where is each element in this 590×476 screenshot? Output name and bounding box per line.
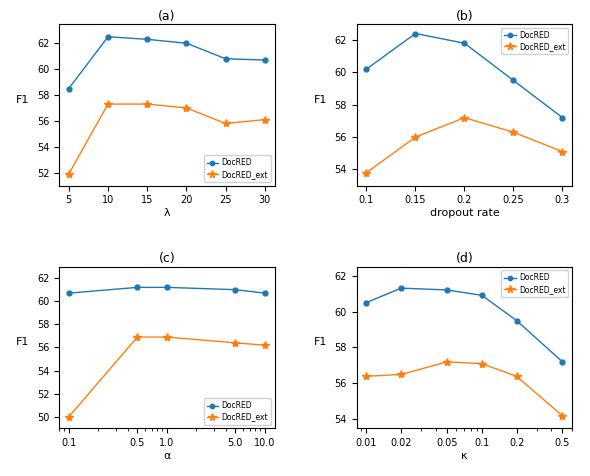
Legend: DocRED, DocRED_ext: DocRED, DocRED_ext xyxy=(502,28,569,54)
DocRED_ext xyxy=(65,171,73,177)
DocRED xyxy=(232,287,239,293)
DocRED xyxy=(559,359,566,365)
DocRED_ext xyxy=(163,334,171,340)
X-axis label: λ: λ xyxy=(163,208,170,218)
X-axis label: α: α xyxy=(163,451,171,461)
DocRED_ext xyxy=(104,101,112,107)
Title: (b): (b) xyxy=(455,10,473,23)
DocRED_ext xyxy=(232,340,239,346)
DocRED_ext xyxy=(478,361,486,367)
DocRED_ext xyxy=(510,129,517,135)
DocRED xyxy=(144,37,151,42)
Line: DocRED_ext: DocRED_ext xyxy=(362,357,566,420)
Legend: DocRED, DocRED_ext: DocRED, DocRED_ext xyxy=(204,156,271,182)
DocRED xyxy=(559,115,566,120)
Line: DocRED: DocRED xyxy=(66,34,267,91)
DocRED xyxy=(65,86,73,91)
Y-axis label: F1: F1 xyxy=(16,337,30,347)
DocRED_ext xyxy=(412,134,419,140)
Line: DocRED: DocRED xyxy=(66,285,267,296)
DocRED_ext xyxy=(559,149,566,155)
X-axis label: dropout rate: dropout rate xyxy=(430,208,499,218)
DocRED xyxy=(261,57,268,63)
Title: (c): (c) xyxy=(159,252,175,266)
DocRED_ext xyxy=(444,359,451,365)
DocRED_ext xyxy=(261,342,268,348)
Y-axis label: F1: F1 xyxy=(314,95,327,105)
DocRED_ext xyxy=(261,117,268,122)
Y-axis label: F1: F1 xyxy=(16,95,30,105)
Legend: DocRED, DocRED_ext: DocRED, DocRED_ext xyxy=(204,398,271,425)
DocRED_ext xyxy=(513,373,520,379)
X-axis label: κ: κ xyxy=(461,451,468,461)
DocRED xyxy=(398,285,405,291)
DocRED_ext xyxy=(144,101,151,107)
DocRED xyxy=(183,40,190,46)
Line: DocRED_ext: DocRED_ext xyxy=(65,333,269,421)
DocRED_ext xyxy=(183,105,190,111)
Line: DocRED_ext: DocRED_ext xyxy=(362,113,566,177)
Line: DocRED_ext: DocRED_ext xyxy=(65,100,269,178)
DocRED xyxy=(412,30,419,36)
DocRED xyxy=(163,285,171,290)
DocRED_ext xyxy=(398,372,405,377)
DocRED xyxy=(261,290,268,296)
DocRED_ext xyxy=(222,120,229,126)
Legend: DocRED, DocRED_ext: DocRED, DocRED_ext xyxy=(502,270,569,297)
DocRED xyxy=(65,290,73,296)
DocRED_ext xyxy=(134,334,141,340)
DocRED_ext xyxy=(65,414,73,420)
DocRED_ext xyxy=(363,373,370,379)
Y-axis label: F1: F1 xyxy=(314,337,327,347)
Title: (d): (d) xyxy=(455,252,473,266)
DocRED xyxy=(444,287,451,293)
DocRED_ext xyxy=(363,170,370,176)
DocRED xyxy=(222,56,229,61)
DocRED xyxy=(513,317,520,323)
DocRED xyxy=(363,300,370,306)
DocRED_ext xyxy=(461,115,468,120)
DocRED xyxy=(104,34,112,40)
DocRED xyxy=(134,285,141,290)
Line: DocRED: DocRED xyxy=(364,31,565,120)
Line: DocRED: DocRED xyxy=(364,286,565,364)
Title: (a): (a) xyxy=(158,10,176,23)
DocRED xyxy=(461,40,468,46)
DocRED xyxy=(510,78,517,83)
DocRED xyxy=(478,292,486,298)
DocRED xyxy=(363,66,370,72)
DocRED_ext xyxy=(559,413,566,419)
